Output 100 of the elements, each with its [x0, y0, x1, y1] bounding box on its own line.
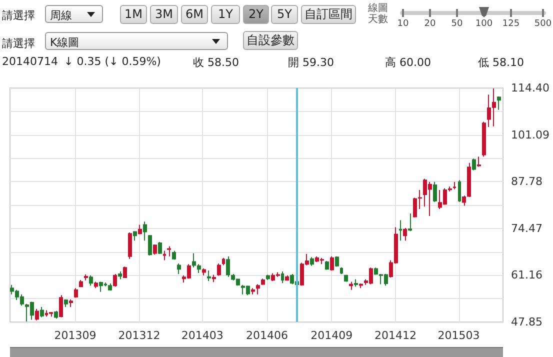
- candlestick: [167, 246, 171, 257]
- candlestick: [251, 288, 255, 295]
- candlestick: [433, 181, 437, 202]
- candlestick: [266, 274, 270, 280]
- y-tick-label: 61.16: [511, 268, 542, 282]
- candlestick: [482, 121, 486, 158]
- x-tick-label: 201403: [181, 329, 224, 342]
- text: 500: [534, 19, 552, 29]
- candlestick: [458, 180, 461, 202]
- text: 6M: [181, 5, 208, 24]
- text: 自訂區間: [301, 5, 356, 24]
- text: 低 58.10: [478, 55, 524, 70]
- text: 自設參數: [243, 31, 298, 50]
- text: 1M: [120, 5, 147, 24]
- candlestick: [148, 234, 152, 256]
- candlestick: [310, 256, 314, 266]
- candlestick: [330, 256, 334, 271]
- candlestick: [349, 281, 353, 290]
- text: 5Y: [271, 5, 298, 24]
- text: 線圖天數: [368, 3, 389, 25]
- candlestick: [453, 181, 456, 190]
- candlestick: [49, 311, 53, 318]
- candlestick: [261, 278, 265, 286]
- text: ↓ 0.35 (↓ 0.59%): [64, 55, 161, 68]
- candlestick: [212, 274, 216, 283]
- candlestick: [325, 260, 329, 270]
- candlestick: [84, 274, 88, 281]
- candlestick: [99, 281, 103, 292]
- candlestick: [64, 298, 68, 308]
- candlestick: [79, 279, 83, 288]
- text: 收 58.50: [193, 55, 239, 70]
- x-tick-label: 201412: [374, 329, 417, 342]
- candlestick: [477, 156, 481, 168]
- candlestick: [222, 257, 225, 266]
- candlestick: [35, 308, 39, 320]
- candlestick: [54, 310, 58, 320]
- candlestick: [89, 274, 93, 286]
- candlestick: [497, 96, 501, 110]
- candlestick: [172, 250, 176, 260]
- candlestick: [285, 274, 289, 282]
- candlestick: [472, 158, 476, 171]
- candlestick: [202, 268, 206, 276]
- candlestick: [340, 266, 343, 275]
- candlestick: [158, 242, 162, 254]
- candlestick: [69, 298, 73, 308]
- candlestick: [128, 232, 132, 260]
- candlestick: [138, 224, 142, 235]
- candlestick: [153, 244, 157, 256]
- text: 請選擇: [2, 8, 35, 23]
- candlestick: [40, 306, 44, 318]
- candlestick: [281, 271, 284, 284]
- candlestick: [192, 252, 196, 268]
- x-tick-label: 201309: [54, 329, 96, 342]
- candlestick: [344, 274, 348, 282]
- candlestick: [133, 230, 137, 242]
- text: 1Y: [211, 5, 240, 24]
- candlestick: [143, 221, 147, 242]
- y-tick-label: 47.85: [511, 316, 542, 328]
- candlestick: [108, 283, 112, 292]
- candlestick: [217, 262, 221, 276]
- x-tick-label: 201409: [310, 329, 353, 342]
- candlestick: [177, 262, 181, 275]
- text: 2Y: [243, 5, 269, 24]
- candlestick: [359, 283, 363, 289]
- candlestick: [226, 256, 230, 278]
- y-tick-label: 114.40: [511, 82, 550, 94]
- text: 10: [397, 19, 409, 29]
- text: 3M: [150, 5, 178, 24]
- text: 高 60.00: [385, 55, 431, 70]
- candlestick: [123, 266, 127, 278]
- candlestick: [354, 278, 358, 288]
- candlestick: [118, 271, 122, 280]
- candlestick: [94, 281, 98, 289]
- candlestick: [74, 288, 78, 298]
- text: K線圖: [50, 35, 80, 50]
- y-tick-label: 101.09: [511, 128, 550, 142]
- candlestick: [113, 274, 117, 288]
- x-tick-label: 201312: [118, 329, 160, 342]
- x-tick-label: 201503: [438, 329, 480, 342]
- candlestick: [59, 294, 63, 318]
- text: 20140714: [2, 55, 58, 68]
- candlestick: [418, 189, 422, 210]
- candlestick: [413, 197, 417, 218]
- x-tick-label: 201406: [246, 329, 288, 342]
- text: 125: [502, 19, 520, 29]
- y-tick-label: 74.47: [511, 222, 542, 235]
- text: 請選擇: [2, 36, 35, 51]
- candlestick: [408, 213, 412, 232]
- text: 周線: [50, 8, 72, 23]
- candlestick: [335, 256, 339, 268]
- candlestick: [403, 227, 407, 242]
- candlestick: [256, 284, 260, 295]
- text: 開 59.30: [288, 55, 334, 70]
- candlestick: [207, 270, 211, 282]
- text: 100: [475, 19, 493, 29]
- text: 50: [451, 19, 463, 29]
- candlestick: [197, 264, 201, 274]
- text: 20: [424, 19, 436, 29]
- y-tick-label: 87.78: [511, 175, 542, 188]
- candlestick: [399, 220, 402, 242]
